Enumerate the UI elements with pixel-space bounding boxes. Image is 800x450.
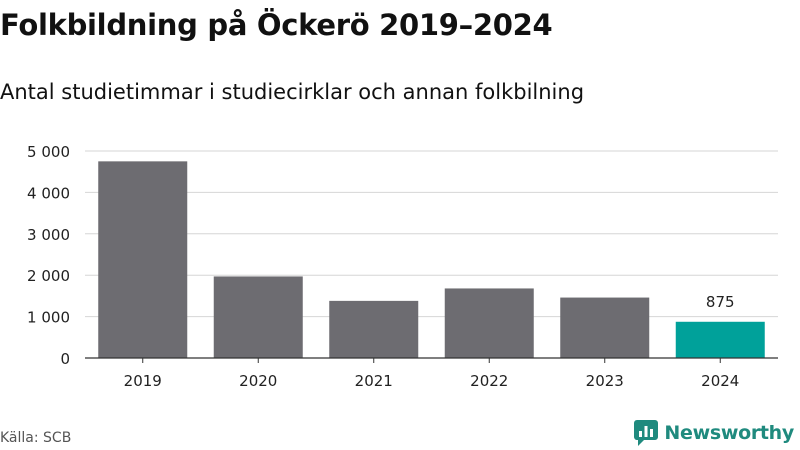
newsworthy-logo-icon [634, 420, 659, 446]
x-tick-label: 2023 [586, 372, 624, 390]
y-tick-label: 4 000 [27, 184, 70, 202]
source-note: Källa: SCB [0, 430, 72, 446]
bar [444, 288, 534, 358]
bar [329, 300, 419, 358]
x-tick-label: 2021 [355, 372, 393, 390]
brand: Newsworthy [634, 420, 794, 446]
bar [560, 297, 650, 358]
bar [213, 276, 303, 358]
y-tick-label: 3 000 [27, 226, 70, 244]
data-label: 875 [706, 293, 735, 311]
y-tick-label: 2 000 [27, 267, 70, 285]
x-tick-label: 2019 [124, 372, 162, 390]
chart-title: Folkbildning på Öckerö 2019–2024 [0, 8, 553, 42]
brand-name: Newsworthy [664, 422, 794, 444]
y-tick-label: 1 000 [27, 309, 70, 327]
chart-subtitle: Antal studietimmar i studiecirklar och a… [0, 80, 585, 104]
x-tick-label: 2022 [470, 372, 508, 390]
y-tick-label: 5 000 [27, 143, 70, 161]
x-tick-label: 2024 [701, 372, 739, 390]
bar [98, 161, 188, 358]
bar [675, 321, 765, 358]
y-tick-label: 0 [60, 350, 70, 368]
x-tick-label: 2020 [239, 372, 277, 390]
